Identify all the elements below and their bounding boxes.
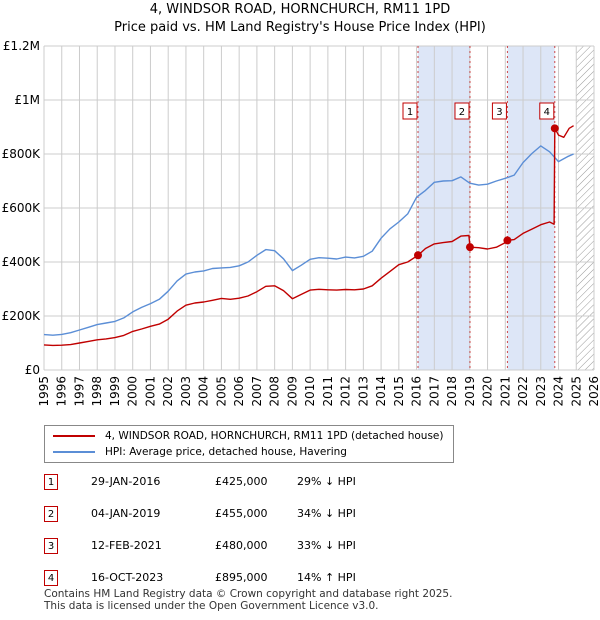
y-tick-label: £0: [25, 363, 40, 377]
sale-date: 16-OCT-2023: [91, 571, 164, 584]
x-tick-label: 2014: [374, 376, 388, 407]
x-tick-label: 2009: [285, 376, 299, 407]
x-tick-label: 2022: [516, 376, 530, 407]
sale-number-badge: 4: [44, 570, 58, 586]
sale-price: £480,000: [215, 539, 268, 552]
sale-number-box: [539, 102, 555, 120]
x-tick-label: 2025: [569, 376, 583, 407]
x-tick-label: 2012: [339, 376, 353, 407]
x-tick-label: 1997: [72, 376, 86, 407]
y-tick-label: £1.2M: [3, 39, 40, 53]
sale-number-label: 4: [544, 107, 550, 118]
sale-row: 3 12-FEB-2021 £480,000 33% ↓ HPI: [0, 538, 600, 556]
sale-date: 12-FEB-2021: [91, 539, 162, 552]
chart-title-line1: 4, WINDSOR ROAD, HORNCHURCH, RM11 1PD: [149, 2, 451, 17]
sale-point: [414, 251, 422, 260]
x-tick-label: 2004: [197, 376, 211, 407]
sale-number-box: [491, 102, 507, 120]
sale-number-badge: 2: [44, 506, 58, 522]
sale-number-box: [454, 102, 470, 120]
y-tick-label: £200K: [2, 309, 42, 323]
y-tick-label: £600K: [2, 201, 42, 215]
x-tick-label: 1996: [55, 376, 69, 407]
sale-point: [465, 243, 474, 252]
sale-row: 2 04-JAN-2019 £455,000 34% ↓ HPI: [0, 506, 600, 524]
sale-hpi-comparison: 14% ↑ HPI: [297, 571, 356, 584]
footer-line2: This data is licensed under the Open Gov…: [44, 600, 379, 612]
x-tick-label: 1995: [37, 376, 51, 407]
x-tick-label: 2011: [321, 376, 335, 407]
sale-number-badge: 1: [44, 474, 58, 490]
x-tick-label: 2016: [410, 376, 424, 407]
y-tick-label: £1M: [14, 93, 40, 107]
x-tick-label: 2002: [161, 376, 175, 407]
chart-legend: 4, WINDSOR ROAD, HORNCHURCH, RM11 1PD (d…: [44, 425, 454, 463]
x-tick-label: 2020: [481, 376, 495, 407]
chart-title-line2: Price paid vs. HM Land Registry's House …: [114, 20, 486, 35]
x-tick-label: 2018: [445, 376, 459, 407]
x-tick-label: 2008: [268, 376, 282, 407]
footer-line1: Contains HM Land Registry data © Crown c…: [44, 588, 453, 600]
sale-row: 1 29-JAN-2016 £425,000 29% ↓ HPI: [0, 474, 600, 492]
x-tick-label: 2024: [552, 376, 566, 407]
x-tick-label: 2021: [498, 376, 512, 407]
sale-row: 4 16-OCT-2023 £895,000 14% ↑ HPI: [0, 570, 600, 588]
sale-price: £895,000: [215, 571, 268, 584]
legend-swatch-hpi: [53, 451, 95, 453]
x-tick-label: 2023: [534, 376, 548, 407]
hpi-line: [43, 145, 574, 336]
x-tick-label: 2017: [427, 376, 441, 407]
sale-price: £425,000: [215, 475, 268, 488]
sale-number-label: 1: [407, 107, 413, 118]
attribution-footer: Contains HM Land Registry data © Crown c…: [44, 588, 452, 612]
legend-label-property: 4, WINDSOR ROAD, HORNCHURCH, RM11 1PD (d…: [105, 430, 444, 442]
legend-swatch-property: [53, 435, 95, 437]
sale-point: [503, 236, 512, 245]
sale-hpi-comparison: 34% ↓ HPI: [297, 507, 356, 520]
sale-date: 29-JAN-2016: [91, 475, 161, 488]
x-tick-label: 2010: [303, 376, 317, 407]
legend-item-hpi: HPI: Average price, detached house, Have…: [53, 444, 347, 460]
legend-label-hpi: HPI: Average price, detached house, Have…: [105, 446, 347, 458]
sale-hpi-comparison: 29% ↓ HPI: [297, 475, 356, 488]
sale-point: [550, 124, 559, 133]
x-tick-label: 2026: [587, 376, 600, 407]
sale-date: 04-JAN-2019: [91, 507, 161, 520]
x-tick-label: 2001: [143, 376, 157, 407]
legend-item-property: 4, WINDSOR ROAD, HORNCHURCH, RM11 1PD (d…: [53, 428, 443, 444]
y-tick-label: £800K: [2, 147, 42, 161]
x-tick-label: 2005: [214, 376, 228, 407]
x-tick-label: 2019: [463, 376, 477, 407]
x-tick-label: 2007: [250, 376, 264, 407]
sale-price: £455,000: [215, 507, 268, 520]
x-tick-label: 2015: [392, 376, 406, 407]
x-tick-label: 2006: [232, 376, 246, 407]
sale-hpi-comparison: 33% ↓ HPI: [297, 539, 356, 552]
sale-number-label: 3: [496, 107, 502, 118]
x-tick-label: 2000: [126, 376, 140, 407]
x-tick-label: 1999: [108, 376, 122, 407]
x-tick-label: 1998: [90, 376, 104, 407]
sale-number-box: [402, 102, 418, 120]
y-tick-label: £400K: [2, 255, 42, 269]
x-tick-label: 2013: [356, 376, 370, 407]
sale-number-badge: 3: [44, 538, 58, 554]
x-tick-label: 2003: [179, 376, 193, 407]
sale-number-label: 2: [459, 107, 465, 118]
